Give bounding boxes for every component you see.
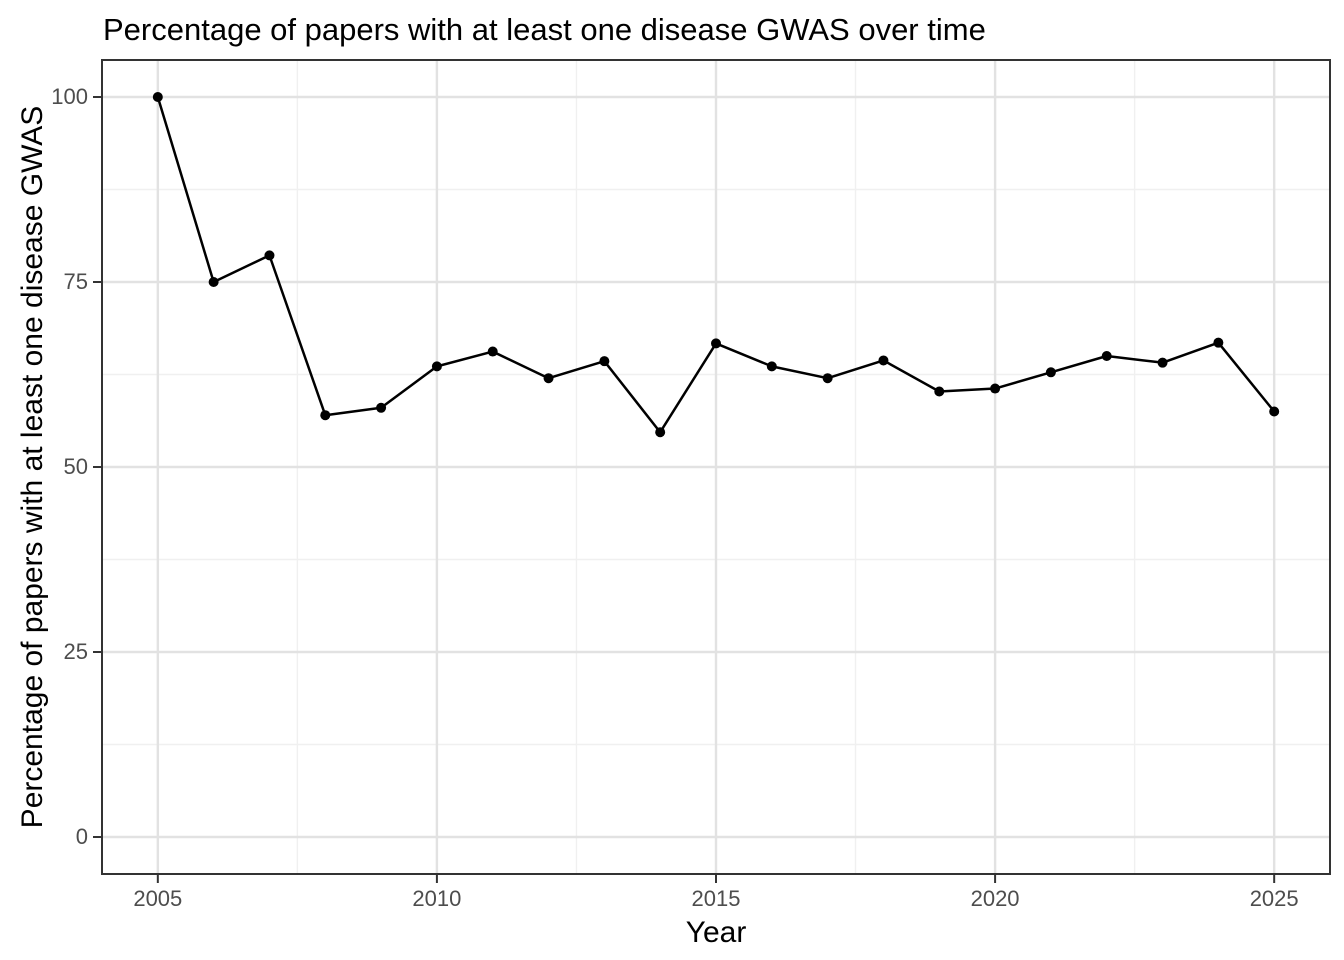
y-tick-label: 75 [63, 269, 88, 294]
data-point [1269, 406, 1280, 417]
y-tick-label: 0 [75, 824, 88, 849]
data-point [1101, 351, 1112, 361]
data-point [152, 92, 163, 102]
data-point [822, 373, 833, 384]
x-tick-label: 2005 [133, 886, 183, 911]
data-point [1213, 337, 1224, 348]
data-point [543, 373, 554, 384]
x-tick-label: 2020 [970, 886, 1020, 911]
data-point [990, 383, 1001, 394]
x-tick-label: 2015 [691, 886, 741, 911]
data-point [878, 355, 889, 366]
data-point [934, 386, 945, 397]
y-tick-label: 25 [63, 639, 88, 664]
data-point [487, 346, 498, 357]
data-point [320, 410, 331, 421]
data-point [599, 356, 610, 367]
data-point [711, 338, 721, 349]
x-tick-label: 2025 [1249, 886, 1299, 911]
data-point [431, 361, 442, 372]
data-point [208, 277, 219, 287]
data-point [376, 402, 387, 413]
x-axis-title: Year [685, 916, 747, 949]
data-point [1157, 357, 1168, 368]
y-tick-label: 100 [51, 84, 88, 109]
data-point [1045, 367, 1056, 378]
y-tick-label: 50 [63, 454, 88, 479]
data-point [655, 427, 666, 438]
data-point [766, 361, 777, 372]
data-point [264, 250, 275, 261]
x-tick-label: 2010 [412, 886, 462, 911]
chart-title: Percentage of papers with at least one d… [103, 12, 986, 47]
